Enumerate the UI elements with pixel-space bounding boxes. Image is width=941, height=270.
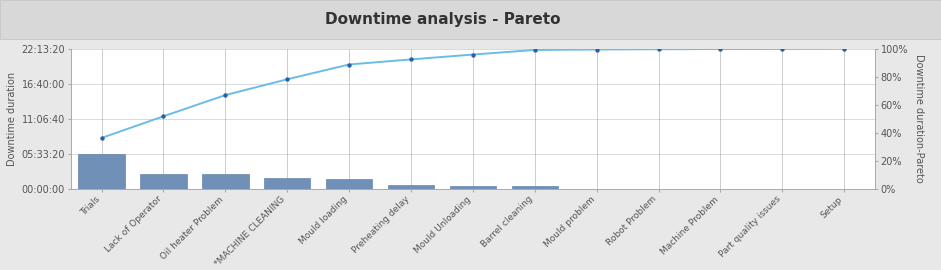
Point — [342, 62, 357, 67]
Bar — [202, 174, 248, 189]
Point — [774, 47, 789, 51]
Point — [527, 48, 542, 52]
Bar — [78, 154, 125, 189]
Point — [404, 57, 419, 62]
Bar — [140, 174, 186, 189]
Bar — [388, 185, 434, 189]
Text: Downtime analysis - Pareto: Downtime analysis - Pareto — [325, 12, 560, 27]
Circle shape — [884, 3, 928, 33]
Point — [837, 46, 852, 51]
Bar — [264, 178, 311, 189]
Bar — [326, 179, 373, 189]
Point — [713, 47, 728, 51]
Point — [156, 114, 171, 119]
Point — [94, 136, 109, 140]
Point — [651, 47, 666, 51]
Bar — [450, 186, 496, 189]
Y-axis label: Downtime duration: Downtime duration — [8, 72, 17, 166]
Y-axis label: Downtime duration-Pareto: Downtime duration-Pareto — [914, 55, 924, 183]
Point — [465, 52, 480, 57]
Point — [279, 77, 295, 82]
Point — [589, 47, 604, 52]
Bar — [512, 186, 558, 189]
Point — [217, 93, 232, 97]
